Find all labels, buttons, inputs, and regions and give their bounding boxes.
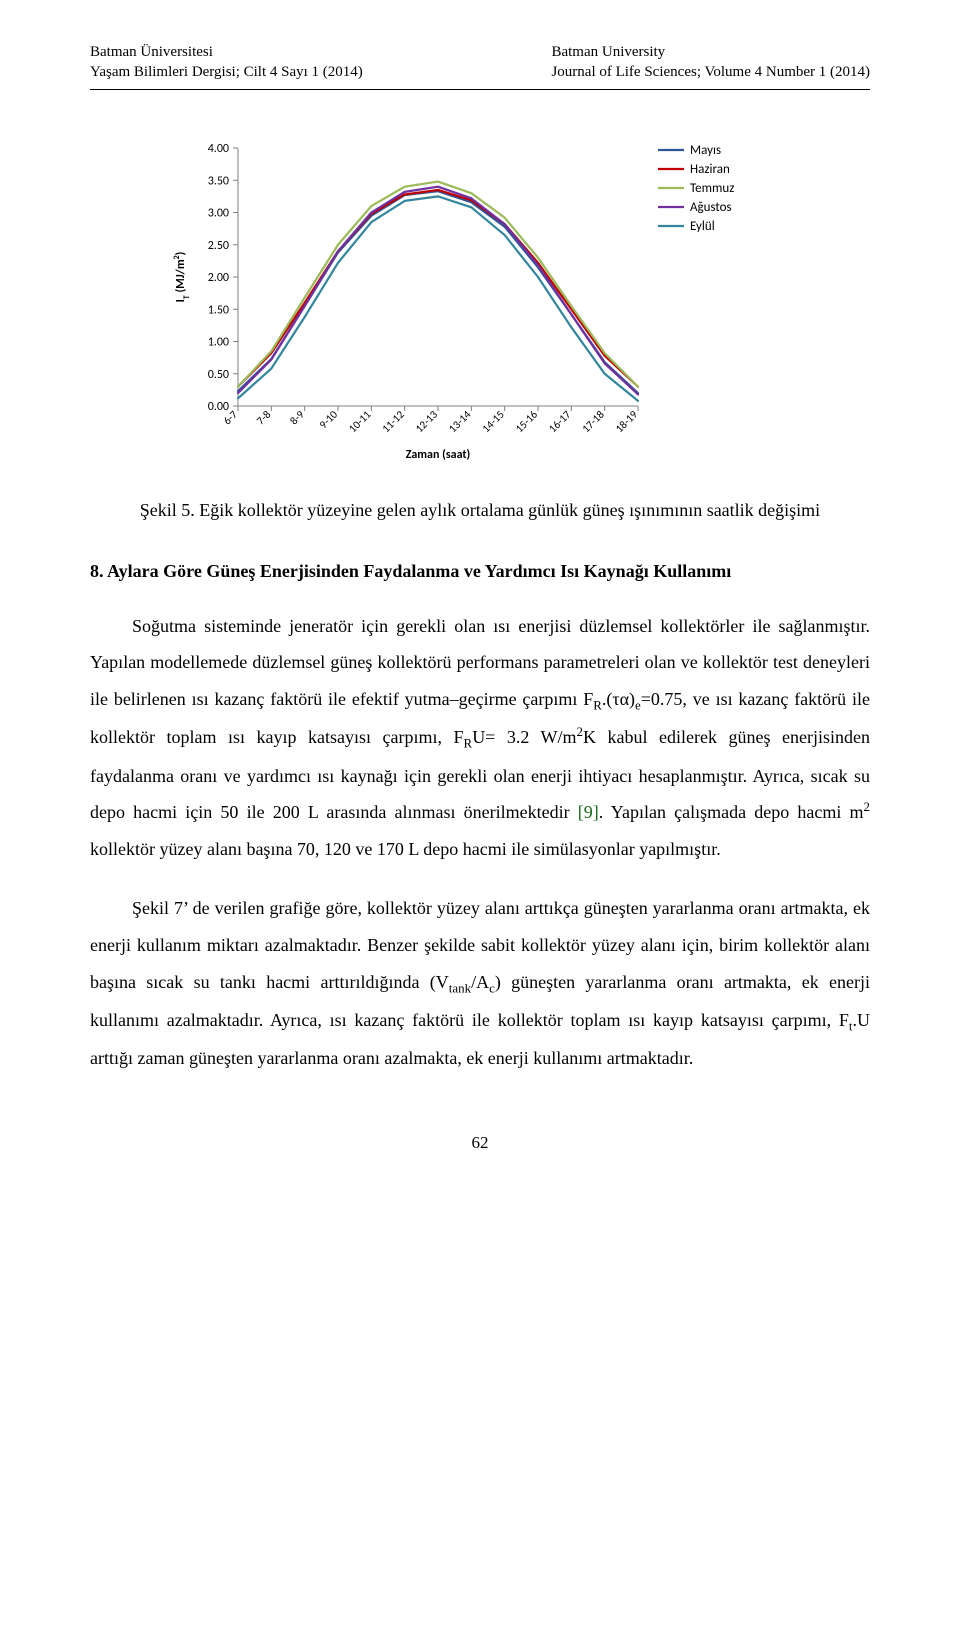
paragraph-2: Şekil 7’ de verilen grafiğe göre, kollek… — [90, 890, 870, 1077]
solar-irradiation-line-chart: 0.000.501.001.502.002.503.003.504.006-77… — [160, 136, 800, 476]
paragraph-1: Soğutma sisteminde jeneratör için gerekl… — [90, 608, 870, 869]
svg-text:Ağustos: Ağustos — [690, 200, 732, 215]
svg-text:10-11: 10-11 — [346, 407, 374, 435]
svg-text:15-16: 15-16 — [513, 407, 541, 435]
header-left-line2: Yaşam Bilimleri Dergisi; Cilt 4 Sayı 1 (… — [90, 62, 363, 82]
svg-text:3.00: 3.00 — [208, 206, 229, 220]
figure-caption: Şekil 5. Eğik kollektör yüzeyine gelen a… — [90, 500, 870, 521]
section-heading: 8. Aylara Göre Güneş Enerjisinden Faydal… — [90, 561, 870, 582]
header-right: Batman University Journal of Life Scienc… — [551, 42, 870, 83]
header-left-line1: Batman Üniversitesi — [90, 42, 363, 62]
header-right-line1: Batman University — [551, 42, 870, 62]
svg-text:Zaman (saat): Zaman (saat) — [406, 448, 471, 462]
svg-text:12-13: 12-13 — [413, 407, 441, 435]
svg-text:9-10: 9-10 — [317, 407, 341, 431]
page-header: Batman Üniversitesi Yaşam Bilimleri Derg… — [90, 42, 870, 83]
svg-text:Mayıs: Mayıs — [690, 143, 721, 158]
svg-text:2.50: 2.50 — [208, 238, 229, 252]
svg-text:4.00: 4.00 — [208, 142, 229, 156]
header-rule — [90, 89, 870, 90]
svg-text:Eylül: Eylül — [690, 219, 715, 234]
svg-text:7-8: 7-8 — [254, 407, 274, 427]
svg-text:18-19: 18-19 — [613, 407, 641, 435]
svg-text:17-18: 17-18 — [579, 407, 607, 435]
svg-text:3.50: 3.50 — [208, 174, 229, 188]
page-number: 62 — [90, 1133, 870, 1153]
svg-text:13-14: 13-14 — [446, 407, 474, 435]
svg-text:14-15: 14-15 — [479, 407, 506, 434]
svg-text:Temmuz: Temmuz — [690, 181, 734, 196]
svg-text:16-17: 16-17 — [546, 407, 574, 435]
svg-text:IT (MJ/m2): IT (MJ/m2) — [172, 251, 192, 302]
svg-text:8-9: 8-9 — [287, 407, 307, 427]
body-text: Soğutma sisteminde jeneratör için gerekl… — [90, 608, 870, 1078]
svg-text:0.50: 0.50 — [208, 367, 229, 381]
svg-text:1.50: 1.50 — [208, 303, 229, 317]
chart-container: 0.000.501.001.502.002.503.003.504.006-77… — [160, 136, 800, 476]
svg-text:1.00: 1.00 — [208, 335, 229, 349]
svg-text:2.00: 2.00 — [208, 271, 229, 285]
header-right-line2: Journal of Life Sciences; Volume 4 Numbe… — [551, 62, 870, 82]
svg-text:11-12: 11-12 — [379, 407, 407, 435]
svg-text:Haziran: Haziran — [690, 162, 730, 177]
header-left: Batman Üniversitesi Yaşam Bilimleri Derg… — [90, 42, 363, 83]
